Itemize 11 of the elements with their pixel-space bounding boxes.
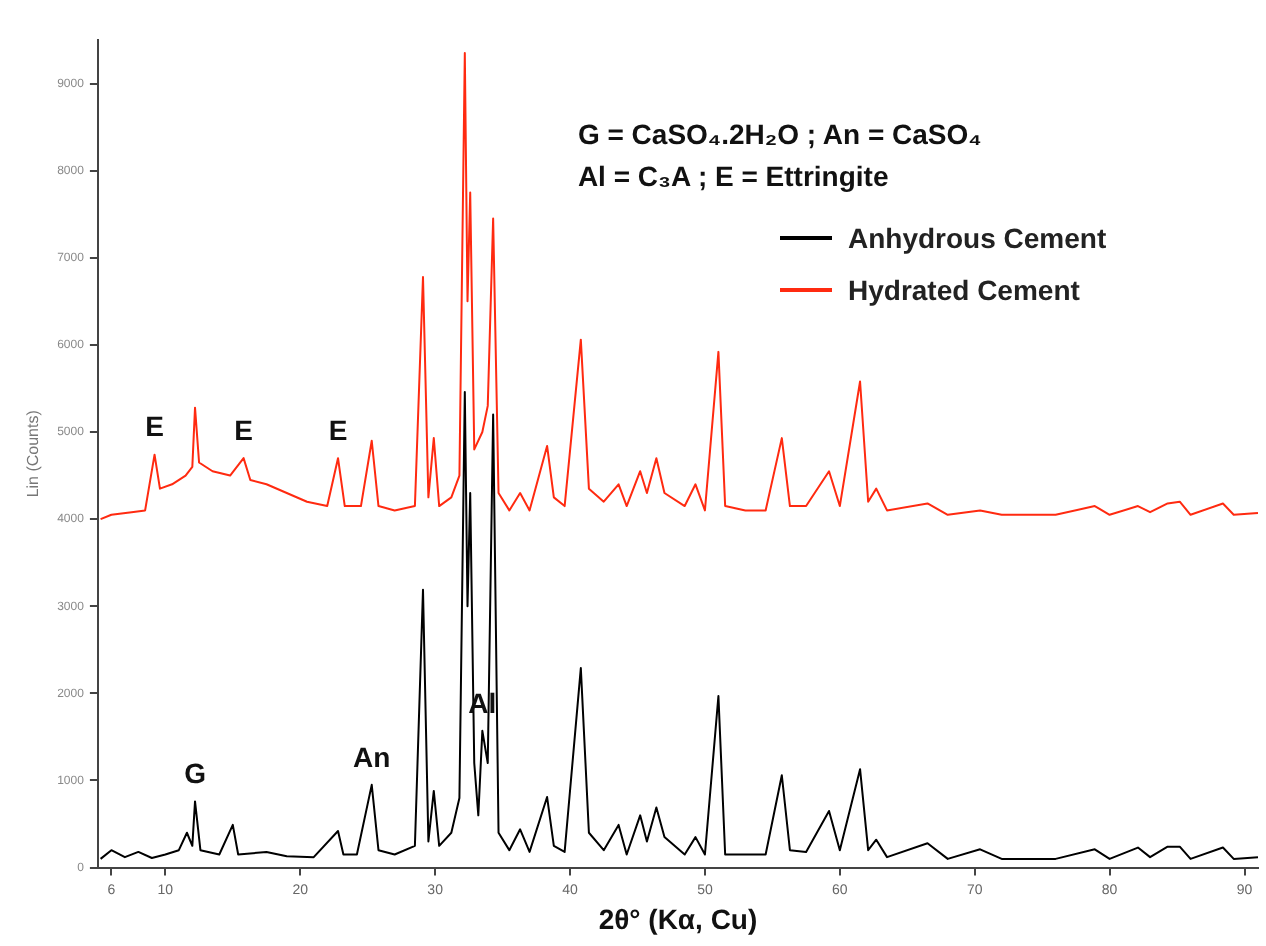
- annotation: An: [353, 740, 391, 773]
- legend-label: Anhydrous Cement: [846, 220, 1107, 258]
- annotation: G: [184, 757, 207, 790]
- y-axis-title: Lin (Counts): [24, 409, 43, 498]
- annotation: E: [328, 413, 348, 446]
- annotation: G = CaSO₄.2H₂O ; An = CaSO₄: [577, 118, 982, 150]
- legend-label: Hydrated Cement: [846, 272, 1082, 310]
- annotation: Al = C₃A ; E = Ettringite: [577, 160, 889, 192]
- annotation: E: [234, 413, 253, 446]
- annotation: E: [145, 410, 164, 443]
- x-axis-title: 2θ° (Kα, Cu): [598, 902, 758, 935]
